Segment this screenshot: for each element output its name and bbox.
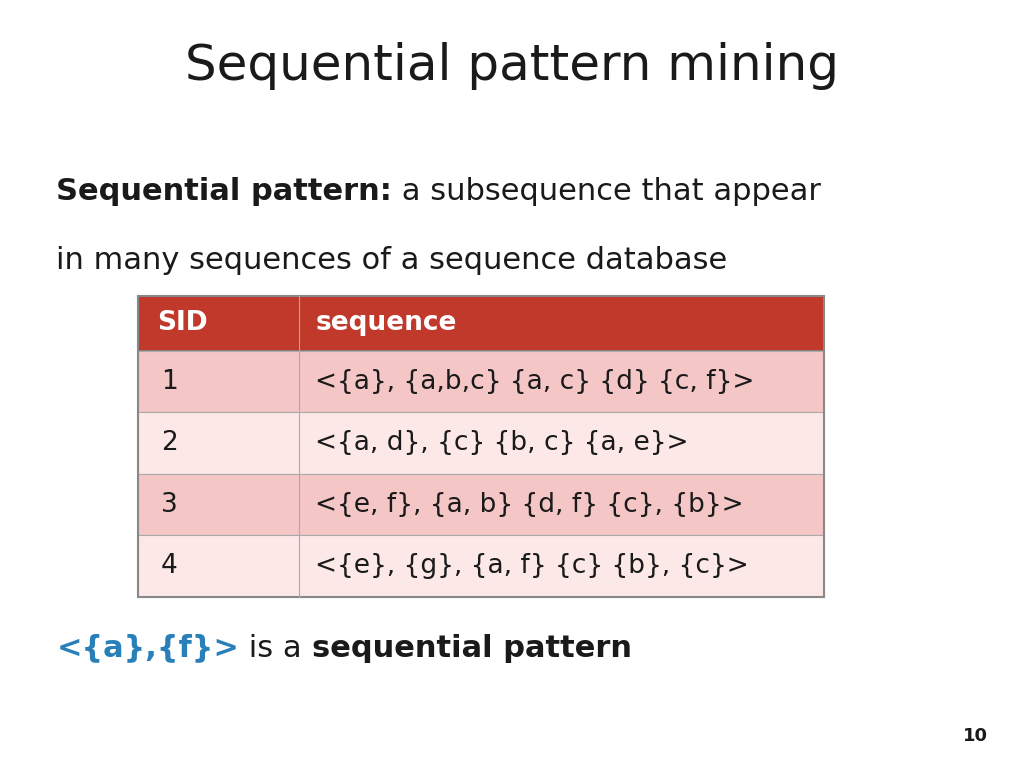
Text: <{a}, {a,b,c} {a, c} {d} {c, f}>: <{a}, {a,b,c} {a, c} {d} {c, f}> <box>315 369 755 395</box>
Text: a subsequence that appear: a subsequence that appear <box>392 177 821 206</box>
Text: sequential pattern: sequential pattern <box>311 634 632 663</box>
Text: <{a, d}, {c} {b, c} {a, e}>: <{a, d}, {c} {b, c} {a, e}> <box>315 430 689 456</box>
Bar <box>138 351 824 412</box>
Text: in many sequences of a sequence database: in many sequences of a sequence database <box>56 246 728 275</box>
Bar <box>138 296 824 351</box>
Text: is a: is a <box>240 634 311 663</box>
Text: 4: 4 <box>161 553 177 579</box>
Text: <{e, f}, {a, b} {d, f} {c}, {b}>: <{e, f}, {a, b} {d, f} {c}, {b}> <box>315 492 743 518</box>
Text: SID: SID <box>158 310 208 336</box>
Bar <box>138 535 824 597</box>
Text: sequence: sequence <box>315 310 457 336</box>
Bar <box>138 296 824 597</box>
Bar <box>138 412 824 474</box>
Text: <{e}, {g}, {a, f} {c} {b}, {c}>: <{e}, {g}, {a, f} {c} {b}, {c}> <box>315 553 749 579</box>
Text: 1: 1 <box>161 369 177 395</box>
Bar <box>138 474 824 535</box>
Text: <{a},{f}>: <{a},{f}> <box>56 634 240 663</box>
Text: 3: 3 <box>161 492 177 518</box>
Text: Sequential pattern mining: Sequential pattern mining <box>185 42 839 91</box>
Text: Sequential pattern:: Sequential pattern: <box>56 177 392 206</box>
Text: 10: 10 <box>964 727 988 745</box>
Text: 2: 2 <box>161 430 177 456</box>
